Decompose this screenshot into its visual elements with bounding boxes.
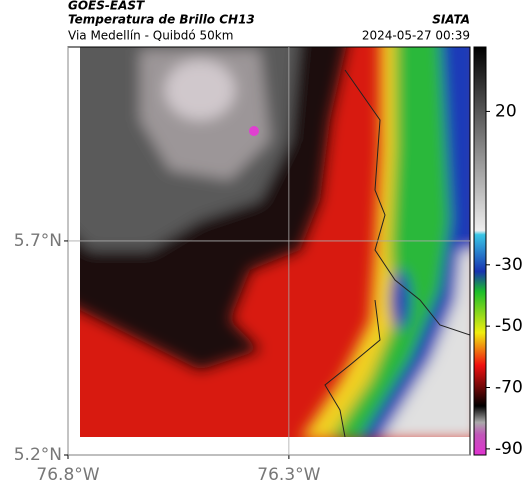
source: SIATA — [432, 13, 470, 27]
colorbar — [473, 46, 487, 456]
colorbar-label: -70 — [495, 378, 523, 398]
satellite-image — [80, 47, 470, 437]
colorbar-label: -50 — [495, 316, 523, 336]
colorbar-label: -90 — [495, 439, 523, 459]
route: Via Medellín - Quibdó 50km — [68, 29, 233, 43]
colorbar-label: -30 — [495, 255, 523, 275]
lat-label: 5.7°N — [14, 231, 62, 251]
lon-label: 76.3°W — [257, 465, 320, 485]
timestamp: 2024-05-27 00:39 — [362, 29, 470, 43]
satellite: GOES-EAST — [68, 0, 145, 13]
lat-label: 5.2°N — [14, 445, 62, 465]
colorbar-label: 20 — [495, 101, 517, 121]
lon-label: 76.8°W — [36, 465, 99, 485]
product: Temperatura de Brillo CH13 — [68, 13, 255, 27]
